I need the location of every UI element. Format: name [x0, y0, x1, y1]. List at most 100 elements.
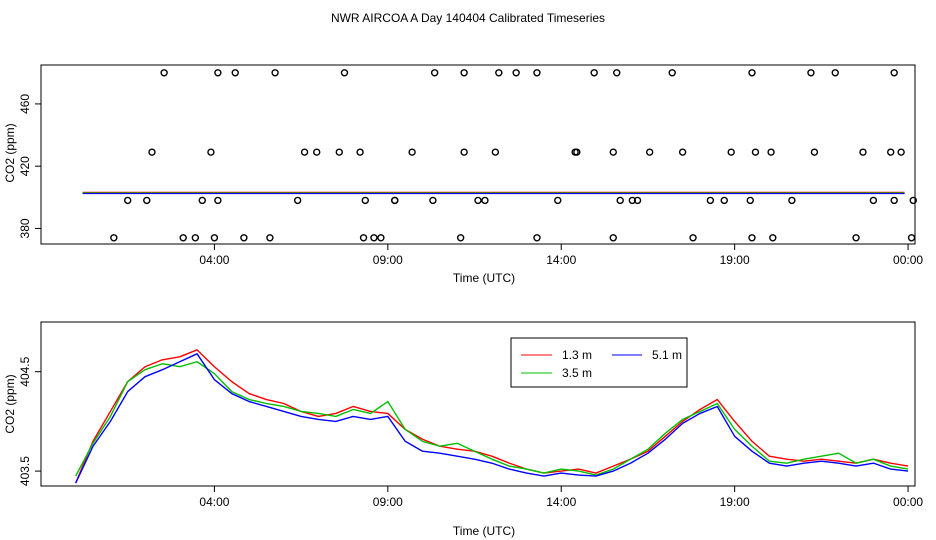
scatter-panel: 380 420 460 04:00 09:00 14:00 19:00 00:00 Time…: [3, 64, 923, 285]
scatter-point: [890, 69, 898, 77]
scatter-point: [859, 148, 867, 156]
scatter-point: [645, 148, 654, 156]
scatter-point: [810, 148, 819, 156]
scatter-point: [751, 148, 760, 156]
scatter-point: [160, 69, 168, 77]
scatter-point: [210, 234, 219, 242]
line-panel: 403.5 404.5 04:00 09:00 14:00 19:00 00:00 1.3…: [3, 321, 923, 538]
scatter-point: [554, 196, 562, 205]
scatter-point: [429, 196, 437, 205]
legend: 1.3 m 3.5 m 5.1 m: [510, 337, 688, 388]
x-tick-label: 19:00: [720, 253, 750, 267]
x-axis-label-top: Time (UTC): [453, 271, 515, 285]
scatter-point: [609, 148, 617, 156]
scatter-point: [356, 148, 364, 156]
y-tick-label: 380: [18, 218, 32, 238]
scatter-point: [456, 234, 465, 242]
scatter-point: [391, 196, 399, 205]
scatter-point: [678, 148, 687, 156]
scatter-point: [491, 148, 500, 156]
scatter-point: [689, 234, 697, 242]
scatter-point: [231, 69, 239, 77]
scatter-point: [110, 234, 118, 242]
scatter-point: [474, 196, 482, 205]
scatter-point: [124, 196, 132, 205]
scatter-point: [430, 69, 439, 77]
legend-label-3-5m: 3.5 m: [562, 366, 592, 380]
scatter-point: [207, 148, 215, 156]
scatter-point: [198, 196, 206, 205]
scatter-point: [533, 234, 541, 242]
y-axis-top: 380 420 460: [18, 94, 41, 238]
legend-label-1-3m: 1.3 m: [562, 348, 592, 362]
scatter-point: [359, 234, 368, 242]
scatter-point: [720, 196, 728, 205]
y-axis-label-bottom: CO2 (ppm): [3, 374, 17, 433]
scatter-point: [616, 196, 624, 205]
y-tick-label: 404.5: [18, 356, 32, 386]
scatter-point: [533, 69, 541, 77]
x-tick-label: 19:00: [720, 495, 750, 509]
scatter-point: [361, 196, 369, 205]
scatter-point: [907, 234, 916, 242]
scatter-point: [633, 196, 642, 205]
x-axis-bottom: 04:00 09:00 14:00 19:00 00:00: [199, 486, 923, 509]
scatter-point: [240, 234, 248, 242]
scatter-point: [887, 148, 895, 156]
y-axis-bottom: 403.5 404.5: [18, 356, 41, 486]
series-line-5-1-m: [75, 353, 909, 484]
scatter-point: [767, 148, 775, 156]
scatter-point: [495, 69, 503, 77]
scatter-point: [191, 234, 200, 242]
plot-frame-bottom: [40, 321, 916, 487]
y-tick-label: 403.5: [18, 456, 32, 486]
scatter-point: [788, 196, 796, 205]
scatter-point: [748, 69, 756, 77]
x-tick-label: 09:00: [373, 495, 403, 509]
scatter-point: [706, 196, 715, 205]
scatter-point: [293, 196, 302, 205]
scatter-point: [370, 234, 378, 242]
scatter-point: [668, 69, 676, 77]
scatter-point: [460, 148, 468, 156]
series-line-1-3-m: [75, 349, 909, 484]
x-tick-label: 14:00: [546, 495, 576, 509]
scatter-point: [890, 196, 898, 205]
x-tick-label: 09:00: [373, 253, 403, 267]
x-tick-label: 04:00: [199, 495, 229, 509]
scatter-point: [512, 69, 520, 77]
scatter-point: [300, 148, 309, 156]
x-tick-label: 00:00: [893, 253, 923, 267]
scatter-point: [628, 196, 637, 205]
scatter-point: [748, 234, 756, 242]
scatter-point: [897, 148, 905, 156]
scatter-point: [460, 69, 468, 77]
scatter-points: [110, 69, 917, 242]
scatter-point: [807, 69, 815, 77]
legend-label-5-1m: 5.1 m: [652, 348, 682, 362]
scatter-point: [179, 234, 187, 242]
scatter-point: [590, 69, 598, 77]
scatter-point: [746, 196, 754, 205]
scatter-point: [266, 234, 274, 242]
line-series: [75, 349, 909, 484]
flat-series-lines: [82, 191, 905, 195]
x-axis-label-bottom: Time (UTC): [453, 524, 515, 538]
scatter-point: [340, 69, 349, 77]
scatter-point: [335, 148, 343, 156]
scatter-point: [571, 148, 579, 156]
x-axis-top: 04:00 09:00 14:00 19:00 00:00: [199, 244, 923, 267]
scatter-point: [869, 196, 878, 205]
scatter-point: [143, 196, 151, 205]
scatter-point: [909, 196, 917, 205]
scatter-point: [214, 196, 222, 205]
chart-title: NWR AIRCOA A Day 140404 Calibrated Times…: [331, 11, 605, 25]
x-tick-label: 00:00: [893, 495, 923, 509]
y-tick-label: 420: [18, 156, 32, 176]
series-line-3-5-m: [75, 361, 909, 477]
y-axis-label-top: CO2 (ppm): [3, 123, 17, 182]
scatter-point: [148, 148, 156, 156]
plot-frame-top: [40, 64, 916, 245]
x-tick-label: 04:00: [199, 253, 229, 267]
